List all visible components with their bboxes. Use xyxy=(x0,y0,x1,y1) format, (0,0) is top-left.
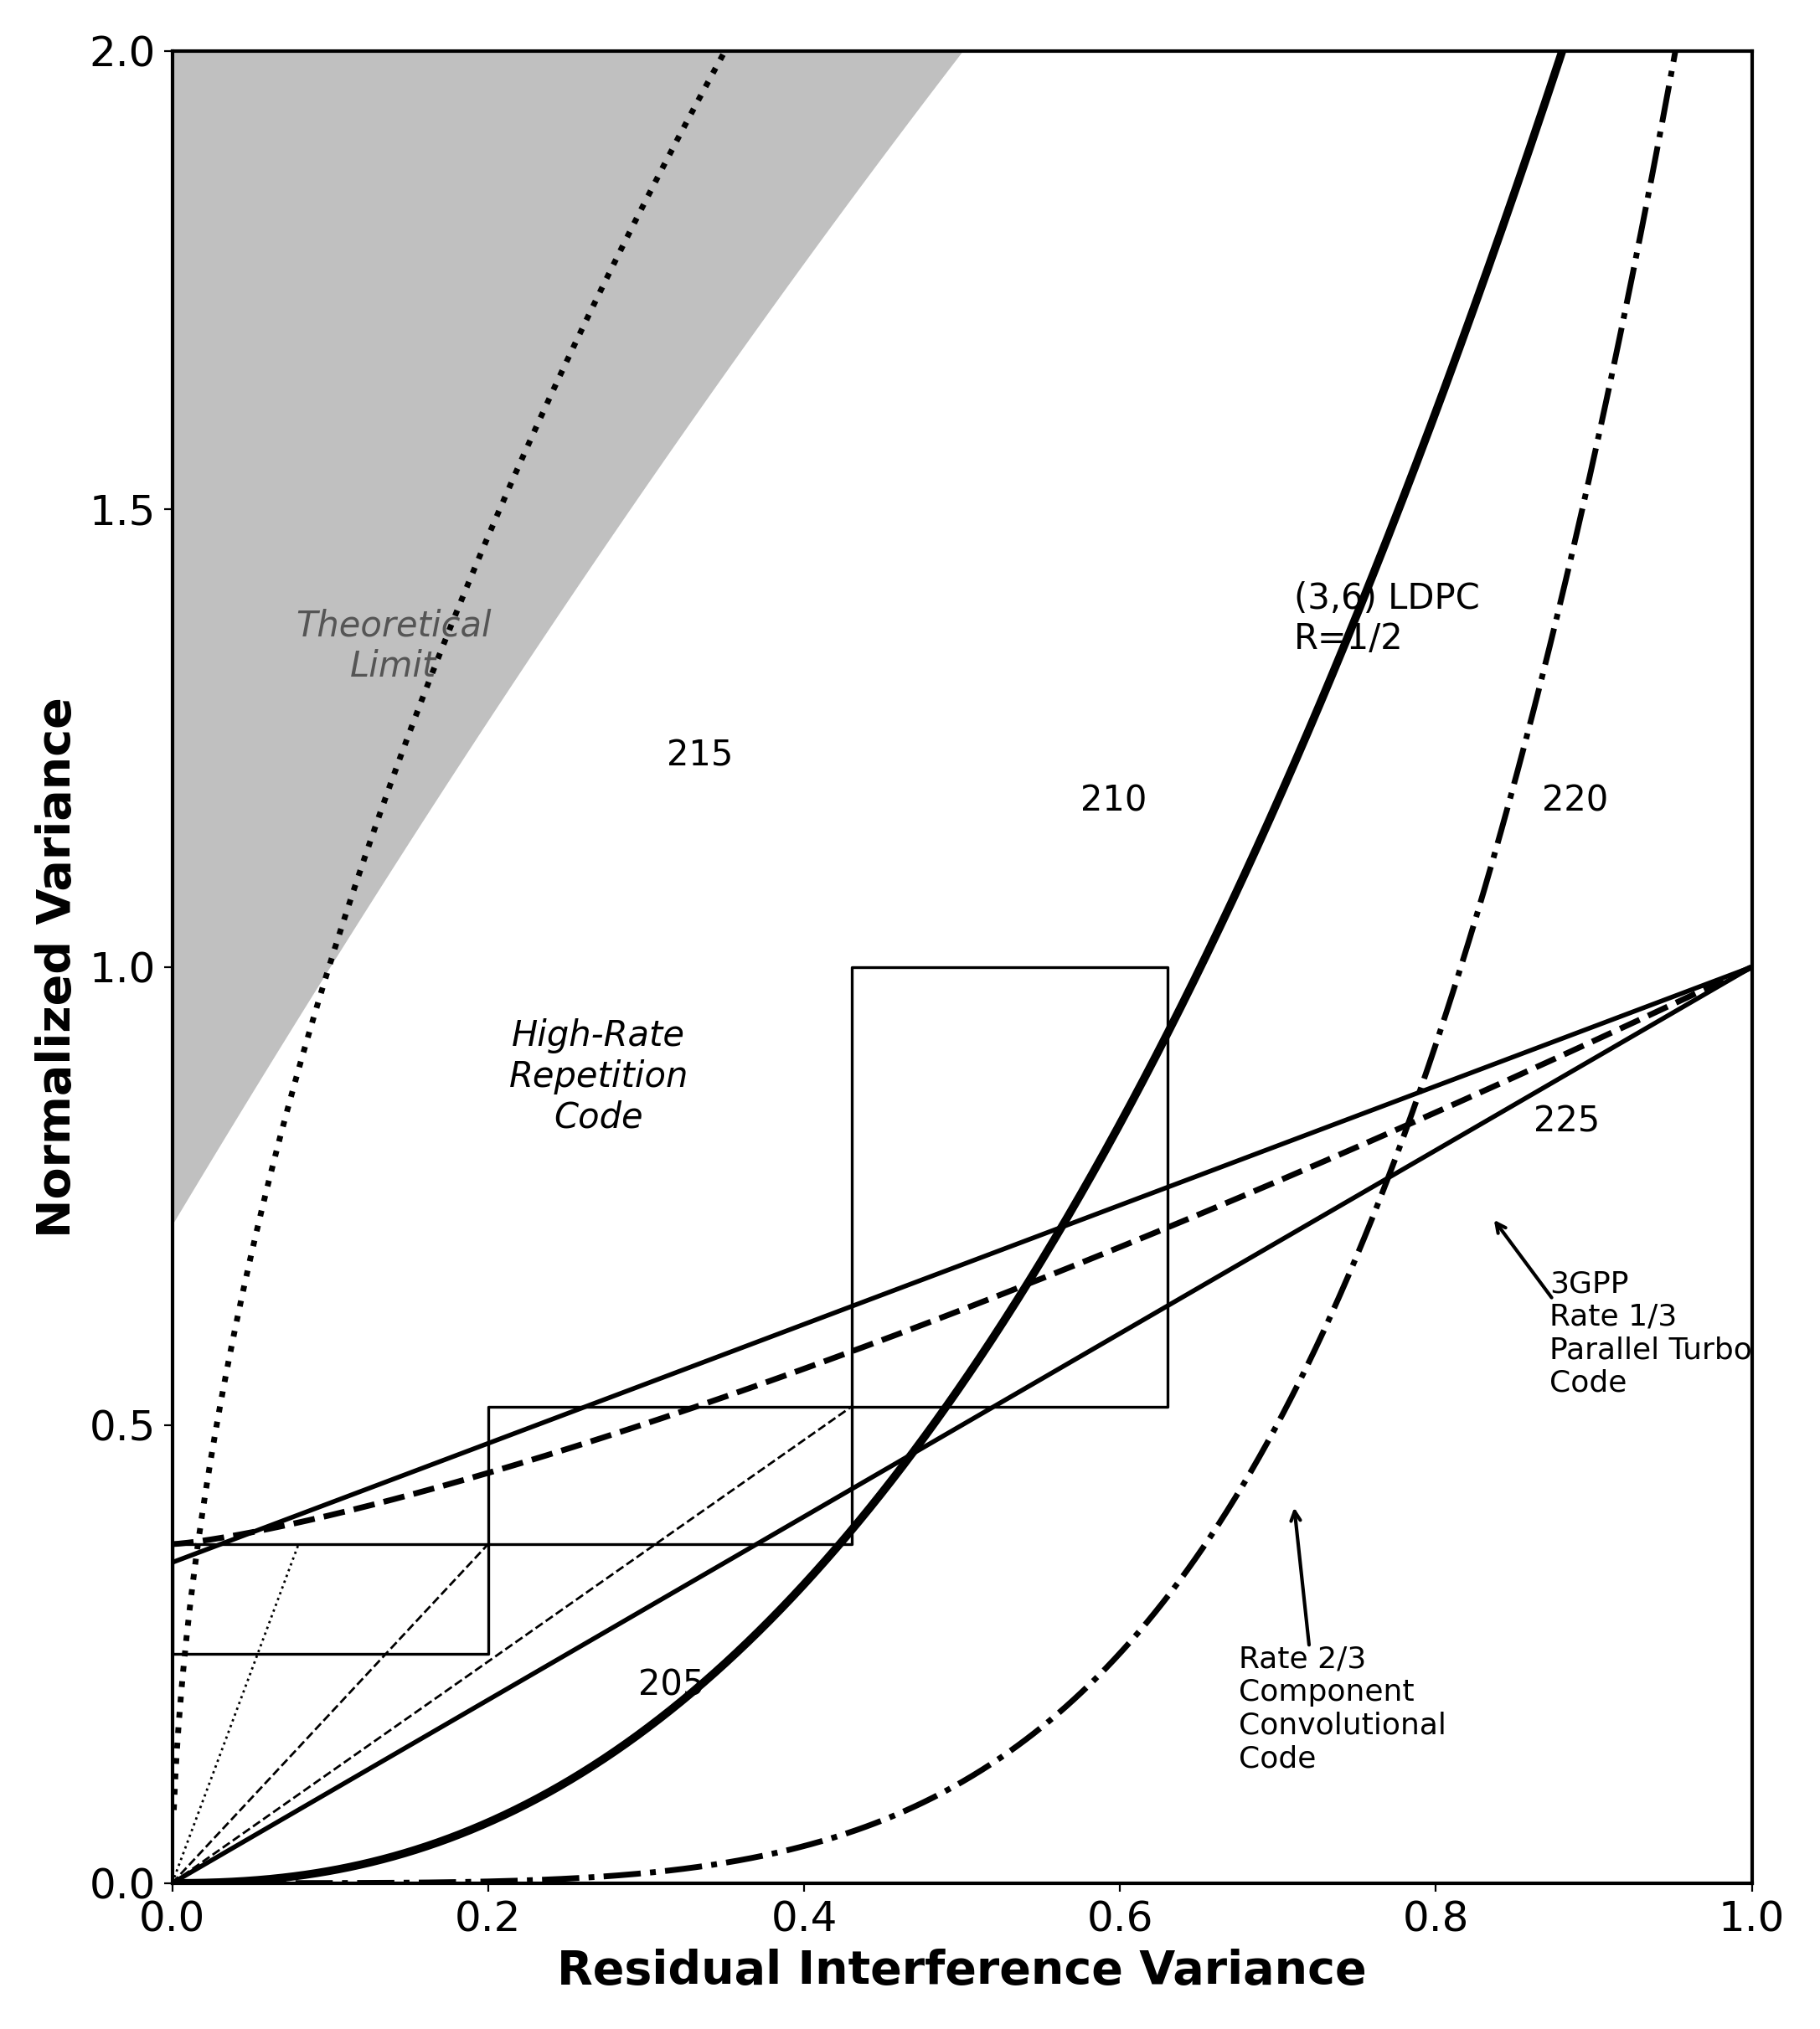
Polygon shape xyxy=(173,51,963,1223)
X-axis label: Residual Interference Variance: Residual Interference Variance xyxy=(557,1950,1367,1995)
Text: 210: 210 xyxy=(1081,783,1147,820)
Text: 3GPP
Rate 1/3
Parallel Turbo
Code: 3GPP Rate 1/3 Parallel Turbo Code xyxy=(1549,1270,1753,1398)
Text: 220: 220 xyxy=(1542,783,1609,820)
Text: 205: 205 xyxy=(639,1668,704,1702)
Text: 225: 225 xyxy=(1534,1104,1600,1140)
Text: 215: 215 xyxy=(666,739,733,773)
Y-axis label: Normalized Variance: Normalized Variance xyxy=(35,696,80,1238)
Text: High-Rate
Repetition
Code: High-Rate Repetition Code xyxy=(510,1019,688,1134)
Text: (3,6) LDPC
R=1/2: (3,6) LDPC R=1/2 xyxy=(1294,580,1480,657)
Text: Theoretical
Limit: Theoretical Limit xyxy=(295,609,491,684)
Text: Rate 2/3
Component
Convolutional
Code: Rate 2/3 Component Convolutional Code xyxy=(1238,1646,1447,1773)
